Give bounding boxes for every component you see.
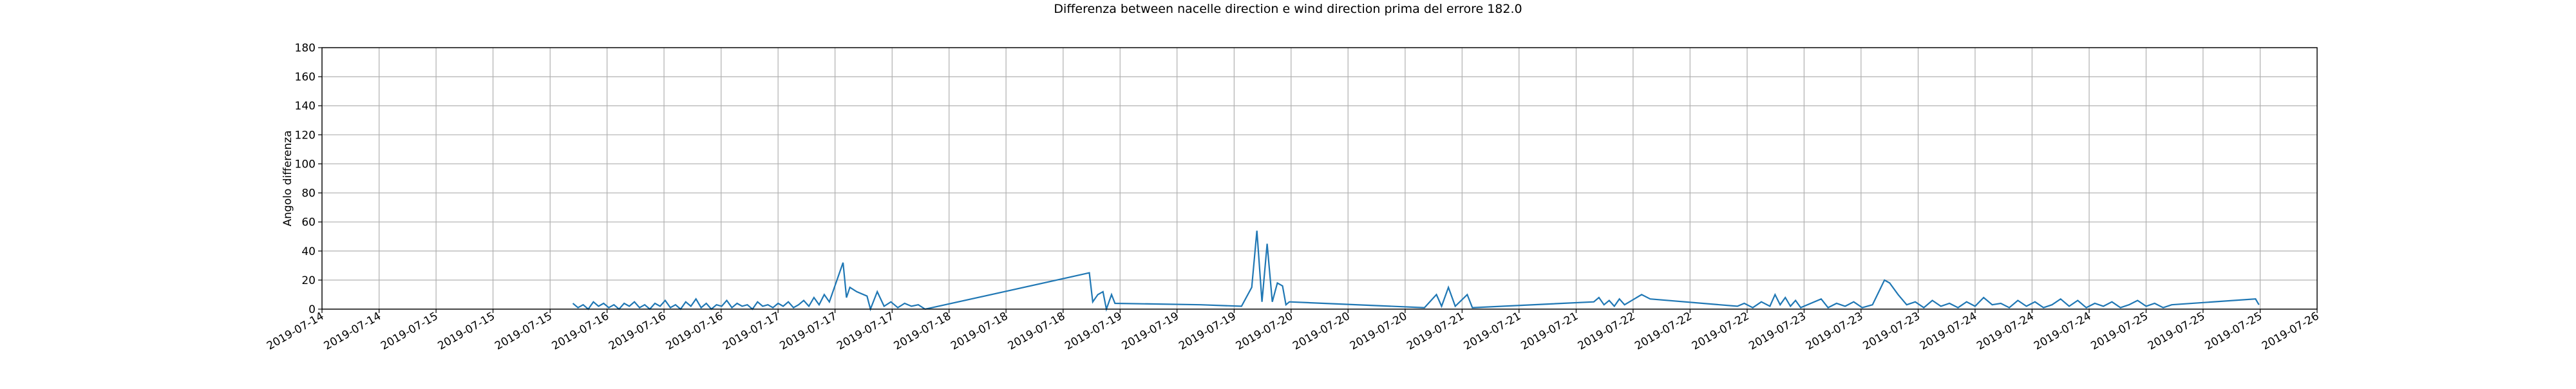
x-tick-label: 2019-07-20 <box>1234 310 1296 353</box>
x-tick-label: 2019-07-16 <box>607 310 668 353</box>
x-tick-label: 2019-07-25 <box>2203 310 2265 353</box>
y-tick-label: 160 <box>295 71 316 84</box>
x-tick-label: 2019-07-16 <box>664 310 726 353</box>
x-tick-label: 2019-07-20 <box>1291 310 1352 353</box>
x-tick-label: 2019-07-17 <box>721 310 782 353</box>
x-tick-label: 2019-07-15 <box>493 310 554 353</box>
x-tick-label: 2019-07-24 <box>2032 310 2094 353</box>
x-tick-label: 2019-07-19 <box>1177 310 1238 353</box>
x-tick-label: 2019-07-20 <box>1348 310 1410 353</box>
x-tick-label: 2019-07-14 <box>265 310 327 353</box>
x-tick-label: 2019-07-22 <box>1633 310 1694 353</box>
x-tick-label: 2019-07-22 <box>1576 310 1638 353</box>
x-tick-label: 2019-07-18 <box>1006 310 1068 353</box>
x-tick-label: 2019-07-17 <box>835 310 896 353</box>
y-tick-label: 140 <box>295 100 316 113</box>
x-tick-label: 2019-07-24 <box>1975 310 2036 353</box>
chart-title: Differenza between nacelle direction e w… <box>1054 2 1522 16</box>
y-tick-label: 100 <box>295 158 316 171</box>
y-tick-label: 60 <box>301 216 316 229</box>
x-tick-label: 2019-07-18 <box>892 310 954 353</box>
x-tick-label: 2019-07-19 <box>1063 310 1124 353</box>
x-tick-label: 2019-07-19 <box>1120 310 1182 353</box>
x-tick-label: 2019-07-18 <box>949 310 1010 353</box>
y-tick-label: 0 <box>308 303 316 316</box>
x-tick-label: 2019-07-25 <box>2146 310 2208 353</box>
x-tick-label: 2019-07-14 <box>322 310 384 353</box>
x-tick-label: 2019-07-21 <box>1405 310 1466 353</box>
y-axis-label: Angolo differenza <box>281 131 294 227</box>
x-tick-label: 2019-07-24 <box>1918 310 1980 353</box>
y-tick-label: 80 <box>301 187 316 200</box>
y-tick-label: 20 <box>301 274 316 287</box>
y-tick-label: 180 <box>295 42 316 55</box>
x-tick-label: 2019-07-15 <box>435 310 497 353</box>
x-tick-label: 2019-07-26 <box>2260 310 2322 353</box>
x-tick-label: 2019-07-23 <box>1747 310 1808 353</box>
x-tick-label: 2019-07-23 <box>1861 310 1922 353</box>
plot-frame <box>321 47 2318 310</box>
x-tick-label: 2019-07-17 <box>778 310 840 353</box>
x-tick-label: 2019-07-22 <box>1690 310 1752 353</box>
x-tick-label: 2019-07-21 <box>1462 310 1524 353</box>
y-tick-label: 40 <box>301 245 316 258</box>
data-line <box>572 231 2260 312</box>
x-tick-label: 2019-07-21 <box>1519 310 1580 353</box>
y-tick-label: 120 <box>295 129 316 142</box>
x-tick-label: 2019-07-25 <box>2088 310 2150 353</box>
x-tick-label: 2019-07-16 <box>550 310 612 353</box>
x-tick-label: 2019-07-23 <box>1804 310 1866 353</box>
x-tick-label: 2019-07-15 <box>379 310 440 353</box>
